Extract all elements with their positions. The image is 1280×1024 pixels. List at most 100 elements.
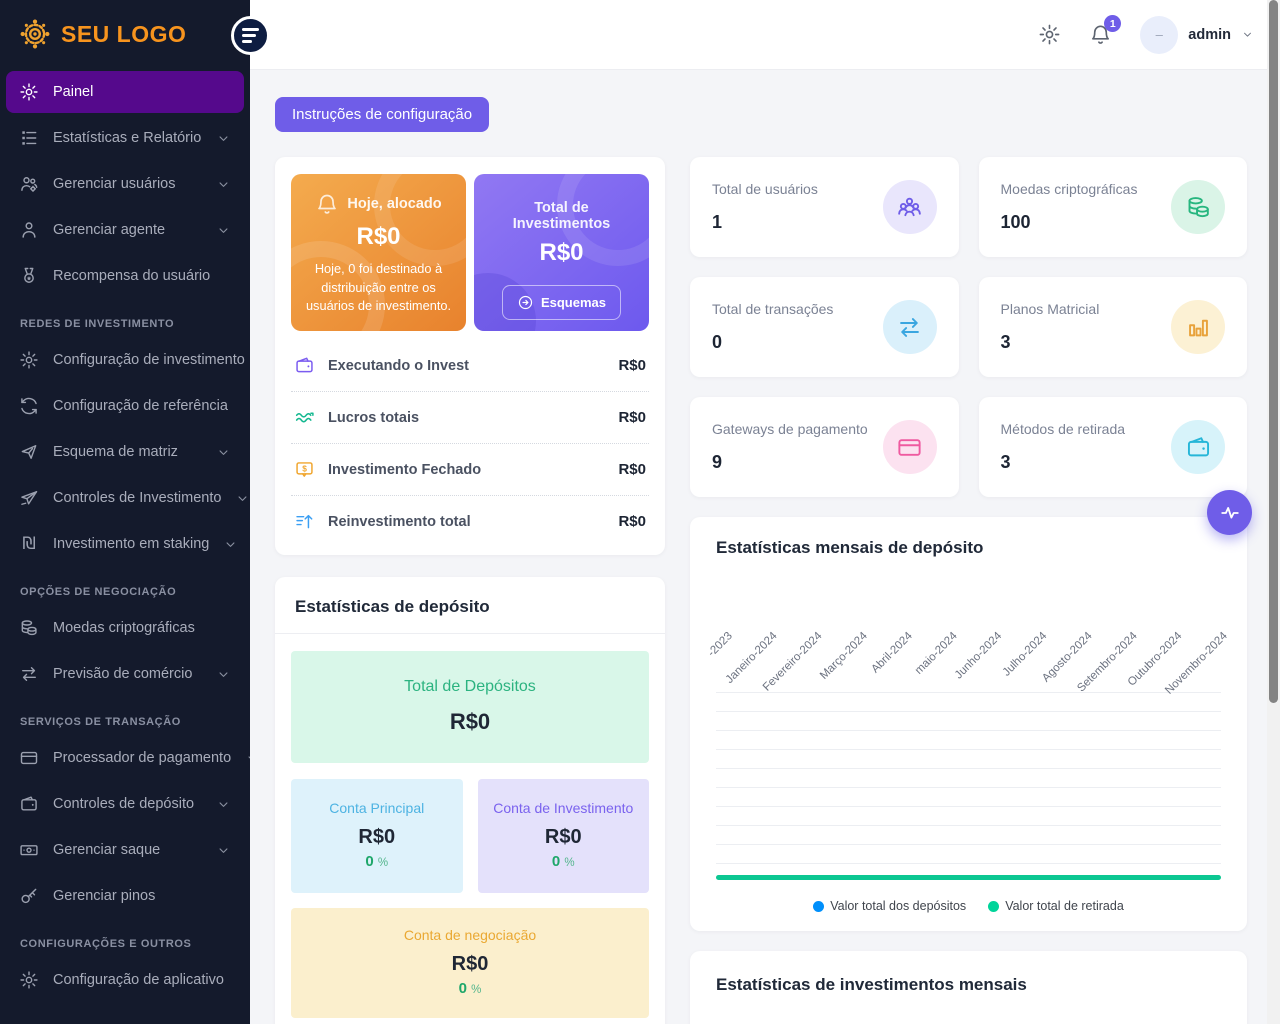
investment-account-block: Conta de Investimento R$0 0 % bbox=[477, 779, 649, 893]
stat-card-payment-gateways: Gateways de pagamento 9 bbox=[690, 397, 959, 497]
sidebar-section-servicos-transacao: SERVIÇOS DE TRANSAÇÃO bbox=[20, 716, 181, 728]
legend-item-deposits[interactable]: Valor total dos depósitos bbox=[813, 899, 966, 913]
summary-row-running-invest: Executando o Invest R$0 bbox=[291, 340, 649, 392]
schemes-button[interactable]: Esquemas bbox=[501, 285, 622, 320]
monthly-investment-chart-card: Estatísticas de investimentos mensais bbox=[690, 951, 1247, 1024]
exchange-icon bbox=[896, 314, 923, 341]
chevron-down-icon bbox=[223, 537, 238, 552]
arrow-right-circle-icon bbox=[517, 294, 534, 311]
user-menu[interactable]: – admin bbox=[1140, 15, 1254, 54]
stat-card-matrix-plans: Planos Matricial 3 bbox=[978, 277, 1247, 377]
legend-dot-blue bbox=[813, 900, 825, 912]
sidebar-item-moedas-criptograficas[interactable]: Moedas criptográficas bbox=[6, 607, 244, 649]
bar-chart-icon bbox=[1185, 314, 1212, 341]
paper-plane-icon bbox=[19, 488, 39, 508]
sidebar-item-gerenciar-usuarios[interactable]: Gerenciar usuários bbox=[6, 163, 244, 205]
stat-card-total-users: Total de usuários 1 bbox=[690, 157, 959, 257]
sidebar-item-processador-pagamento[interactable]: Processador de pagamento bbox=[6, 737, 244, 779]
sidebar: SEU LOGO Painel Estatísticas e Relatório… bbox=[0, 0, 250, 1024]
sidebar-item-controles-deposito[interactable]: Controles de depósito bbox=[6, 783, 244, 825]
sidebar-toggle-button[interactable] bbox=[231, 16, 270, 55]
investments-value: R$0 bbox=[539, 239, 584, 266]
report-list-icon bbox=[19, 128, 39, 148]
bell-icon bbox=[315, 192, 339, 216]
sidebar-item-esquema-matriz[interactable]: Esquema de matriz bbox=[6, 431, 244, 473]
allocated-description: Hoje, 0 foi destinado à distribuição ent… bbox=[305, 261, 452, 314]
wallet-icon bbox=[294, 355, 315, 376]
scrollbar-track bbox=[1267, 0, 1280, 1024]
monthly-deposit-chart-card: Estatísticas mensais de depósito -2023 J… bbox=[690, 517, 1247, 931]
sidebar-section-configuracoes-outros: CONFIGURAÇÕES E OUTROS bbox=[20, 938, 192, 950]
sidebar-item-painel[interactable]: Painel bbox=[6, 71, 244, 113]
chart-zero-value-series-line bbox=[716, 875, 1221, 880]
sidebar-item-investimento-staking[interactable]: ₪ Investimento em staking bbox=[6, 523, 244, 565]
main-content: Instruções de configuração Hoje, alocado… bbox=[250, 70, 1280, 1024]
sidebar-section-opcoes-negociacao: OPÇÕES DE NEGOCIAÇÃO bbox=[20, 586, 177, 598]
trading-account-block: Conta de negociação R$0 0 % bbox=[291, 908, 649, 1018]
credit-card-icon bbox=[19, 748, 39, 768]
summary-row-total-reinvestment: Reinvestimento total R$0 bbox=[291, 496, 649, 547]
sidebar-item-gerenciar-saque[interactable]: Gerenciar saque bbox=[6, 829, 244, 871]
refresh-icon bbox=[19, 396, 39, 416]
sidebar-section-redes-investimento: REDES DE INVESTIMENTO bbox=[20, 318, 175, 330]
sidebar-item-gerenciar-pinos[interactable]: Gerenciar pinos bbox=[6, 875, 244, 917]
sidebar-nav: Painel Estatísticas e Relatório Gerencia… bbox=[0, 65, 250, 1007]
sidebar-item-estatisticas-relatorio[interactable]: Estatísticas e Relatório bbox=[6, 117, 244, 159]
sidebar-item-config-aplicativo[interactable]: Configuração de aplicativo bbox=[6, 959, 244, 1001]
topbar: 1 – admin bbox=[250, 0, 1280, 70]
deposit-statistics-title: Estatísticas de depósito bbox=[275, 577, 665, 634]
settings-icon[interactable] bbox=[1038, 23, 1061, 46]
sidebar-item-gerenciar-agente[interactable]: Gerenciar agente bbox=[6, 209, 244, 251]
notifications-button[interactable]: 1 bbox=[1089, 15, 1122, 46]
chevron-down-icon bbox=[216, 797, 231, 812]
monthly-investment-chart-title: Estatísticas de investimentos mensais bbox=[716, 975, 1027, 994]
summary-row-closed-investment: Investimento Fechado R$0 bbox=[291, 444, 649, 496]
users-gear-icon bbox=[19, 174, 39, 194]
credit-card-icon bbox=[896, 434, 923, 461]
chevron-down-icon bbox=[216, 667, 231, 682]
profit-wave-icon bbox=[294, 407, 315, 428]
key-icon bbox=[19, 886, 39, 906]
activity-floating-button[interactable] bbox=[1207, 490, 1252, 535]
sidebar-item-recompensa-usuario[interactable]: Recompensa do usuário bbox=[6, 255, 244, 297]
chart-gridlines bbox=[716, 692, 1221, 864]
chart-legend: Valor total dos depósitos Valor total de… bbox=[716, 899, 1221, 913]
summary-list: Executando o Invest R$0 Lucros totais R$… bbox=[291, 340, 649, 547]
users-icon bbox=[896, 194, 923, 221]
setup-instructions-button[interactable]: Instruções de configuração bbox=[275, 97, 490, 132]
total-investments-card: Total de Investimentos R$0 Esquemas bbox=[474, 174, 649, 331]
dollar-bubble-icon bbox=[294, 459, 315, 480]
logo[interactable]: SEU LOGO bbox=[0, 0, 250, 65]
main-account-block: Conta Principal R$0 0 % bbox=[291, 779, 463, 893]
chevron-down-icon bbox=[235, 491, 250, 506]
chevron-down-icon bbox=[245, 751, 250, 766]
legend-item-withdrawals[interactable]: Valor total de retirada bbox=[988, 899, 1124, 913]
chevron-down-icon bbox=[216, 445, 231, 460]
chart-x-axis-labels: -2023 Janeiro-2024 Fevereiro-2024 Março-… bbox=[705, 630, 1230, 697]
sidebar-item-previsao-comercio[interactable]: Previsão de comércio bbox=[6, 653, 244, 695]
chevron-down-icon bbox=[216, 223, 231, 238]
scrollbar-thumb[interactable] bbox=[1269, 0, 1278, 703]
chevron-down-icon bbox=[216, 131, 231, 146]
notification-badge: 1 bbox=[1104, 15, 1122, 32]
cash-icon bbox=[19, 840, 39, 860]
chevron-down-icon bbox=[216, 843, 231, 858]
sort-up-icon bbox=[294, 511, 315, 532]
coins-icon bbox=[19, 618, 39, 638]
stats-grid: Total de usuários 1 Moedas criptográfica… bbox=[690, 157, 1247, 497]
sidebar-item-config-referencia[interactable]: Configuração de referência bbox=[6, 385, 244, 427]
allocated-title: Hoje, alocado bbox=[347, 196, 442, 212]
investment-summary-card: Hoje, alocado R$0 Hoje, 0 foi destinado … bbox=[275, 157, 665, 555]
gear-icon bbox=[19, 350, 39, 370]
legend-dot-green bbox=[988, 900, 1000, 912]
logo-text: SEU LOGO bbox=[61, 20, 187, 47]
sidebar-item-config-investimento[interactable]: Configuração de investimento bbox=[6, 339, 245, 381]
avatar: – bbox=[1140, 15, 1179, 54]
sidebar-item-controles-investimento[interactable]: Controles de Investimento bbox=[6, 477, 244, 519]
stat-card-total-transactions: Total de transações 0 bbox=[690, 277, 959, 377]
pulse-icon bbox=[1219, 502, 1241, 524]
stat-card-cryptocurrencies: Moedas criptográficas 100 bbox=[978, 157, 1247, 257]
total-deposits-block: Total de Depósitos R$0 bbox=[291, 651, 649, 763]
investments-title: Total de Investimentos bbox=[512, 200, 611, 232]
gear-icon bbox=[19, 970, 39, 990]
